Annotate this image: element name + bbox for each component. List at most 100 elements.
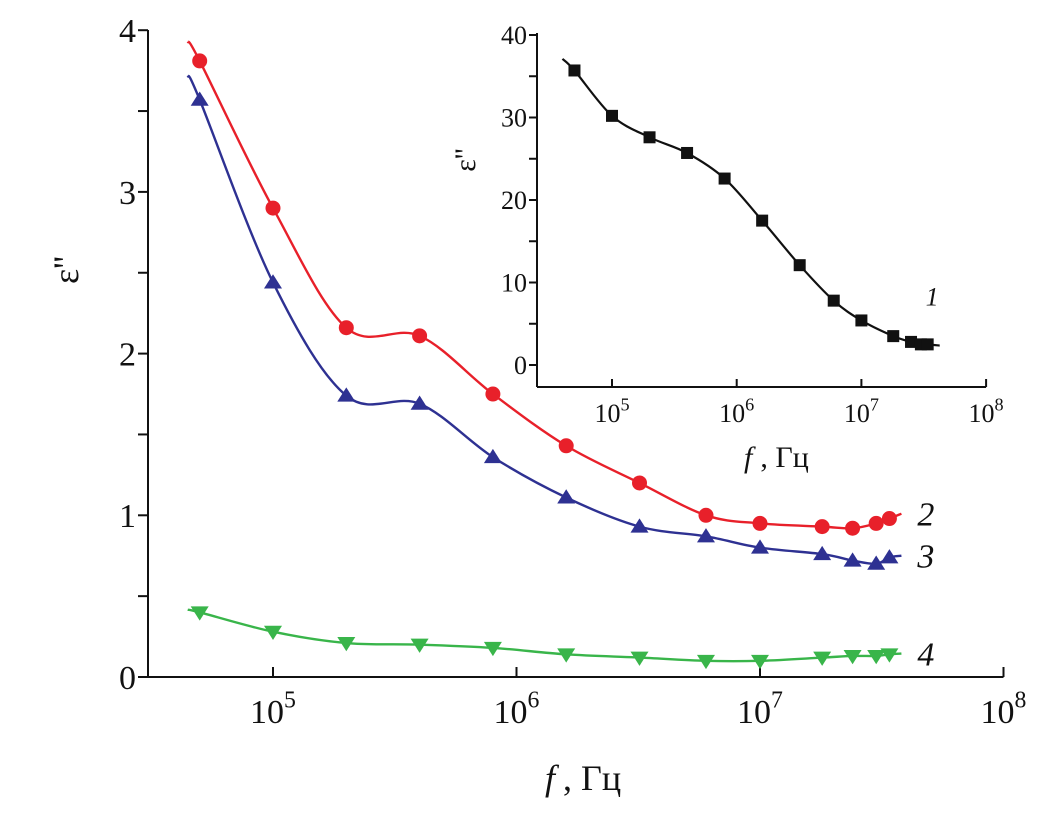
inset-x-tick-base: 10 [844,399,870,428]
main-y-tick-label: 0 [119,660,136,697]
main-series-4-point [264,625,282,640]
main-series-2-point [881,511,897,527]
main-series-4-point [337,637,356,652]
inset-series-1-point [793,259,806,272]
inset-series-1-point [855,314,868,327]
main-series-2-point [485,386,501,402]
inset-series-1-point [905,335,918,348]
main-x-tick-label: 108 [981,688,1027,731]
inset-y-tick-label: 0 [514,351,527,380]
inset-x-tick-label: 108 [969,394,1004,428]
inset-series-1-point [568,64,581,77]
main-series-4-point [867,649,886,665]
main-y-tick-label: 1 [119,498,136,535]
main-x-tick-label: 107 [737,688,783,731]
main-series-2-point [558,438,574,454]
inset-y-tick-label: 20 [501,186,527,215]
inset-series-1-point [606,109,618,122]
main-series-4-point [880,648,899,663]
main-series-2-point [338,320,354,336]
main-x-axis-label: f, Гц [545,758,621,798]
main-series-3-point [751,539,769,554]
main-y-tick-label: 4 [119,13,136,50]
inset-series-1-point [756,214,769,227]
main-series-3-label: 3 [916,539,934,576]
main-series-4-point [813,651,832,666]
inset-series-1-point [827,294,840,307]
inset-y-tick-label: 10 [501,269,527,298]
main-series-3-line [186,74,902,566]
inset-x-tick-label: 106 [719,394,754,428]
main-y-axis-label: ε'' [46,256,86,284]
main-series-2-label: 2 [917,497,934,534]
main-series-4-point [751,654,769,670]
main-series-4-point [630,651,649,666]
main-series-3-point [190,91,209,106]
inset-series-1-point [718,172,731,185]
main-series-3-point [813,545,832,561]
inset-x-tick-base: 10 [969,399,995,428]
inset-series-1-line [561,58,940,347]
main-series-2-point [752,515,768,531]
main-series-3-point [630,518,649,533]
main-series-3-point [880,549,899,564]
inset-x-tick-base: 10 [594,399,620,428]
inset-y-axis-label: ε'' [449,148,482,171]
main-series-4-label: 4 [917,637,934,674]
main-series-3-point [410,395,429,410]
main-x-axis-unit: , Гц [563,758,621,798]
main-series-2-point [192,53,208,69]
main-series-2-point [412,328,428,344]
main-x-tick-exponent: 5 [284,688,296,714]
inset-x-axis-var: f [744,441,756,474]
main-y-tick-label: 3 [119,175,136,212]
main-series-3-point [557,489,576,504]
inset-x-tick-exponent: 7 [870,394,879,414]
main-x-tick-base: 10 [250,694,284,731]
main-series-2-point [632,475,648,491]
inset-y-tick-label: 40 [501,21,527,50]
inset-x-tick-label: 107 [844,394,879,428]
main-series-4-point [483,641,502,657]
inset-series-1-point [887,330,900,343]
main-series-4-point [190,606,209,621]
inset-series-1-point [643,131,656,144]
main-series-4-point [696,654,715,670]
inset-x-tick-exponent: 6 [745,394,754,414]
main-series-3-point [264,274,282,289]
inset-series-1-label: 1 [926,283,939,312]
main-series-3-point [867,555,886,570]
main-x-tick-exponent: 7 [771,688,783,714]
inset-x-axis-label: f, Гц [744,441,809,474]
inset-x-tick-exponent: 8 [995,394,1004,414]
main-series-3-point [337,387,356,402]
main-series-3-point [483,448,502,464]
main-x-axis-var: f [545,758,560,798]
main-x-tick-exponent: 8 [1015,688,1027,714]
inset-x-axis-unit: , Гц [760,441,808,474]
main-series-2-point [265,200,281,216]
main-x-tick-base: 10 [981,694,1015,731]
inset-series-1-point [921,338,934,351]
main-series-4-point [557,648,576,663]
main-series-3-point [843,552,862,567]
inset-x-tick-base: 10 [719,399,745,428]
main-series-3-point [696,528,715,543]
inset-series-1-point [681,146,694,159]
inset-y-tick-label: 30 [501,104,527,133]
main-x-tick-base: 10 [494,694,528,731]
main-series-2-point [868,515,884,531]
main-x-tick-base: 10 [737,694,771,731]
main-series-2-point [698,507,714,523]
main-series-2-point [845,520,861,536]
main-x-tick-label: 106 [494,688,540,731]
main-x-tick-exponent: 6 [528,688,540,714]
main-series-2-point [814,519,830,535]
main-x-tick-label: 105 [250,688,296,731]
main-y-tick-label: 2 [119,337,136,374]
inset-x-tick-label: 105 [594,394,629,428]
main-series-4-line [187,608,902,663]
